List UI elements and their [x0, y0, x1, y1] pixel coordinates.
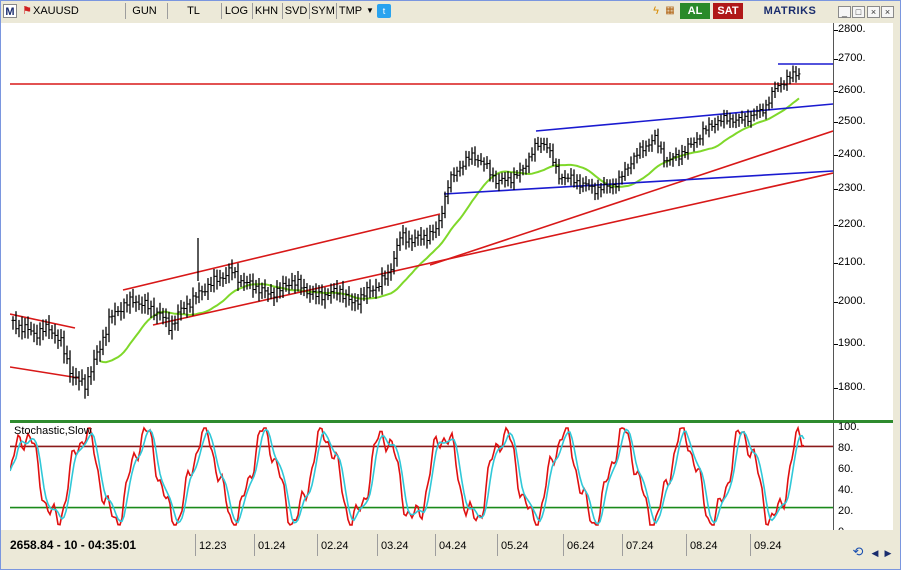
- time-axis-label: 06.24: [567, 540, 595, 552]
- price-axis-label: 2000.: [838, 295, 866, 307]
- dropdown-icon[interactable]: ▼: [366, 6, 374, 15]
- stochastic-axis[interactable]: 100.80.60.40.20.0.: [833, 421, 894, 538]
- time-axis-divider: [254, 534, 255, 556]
- tmp-button[interactable]: TMP: [336, 3, 364, 19]
- toolbar: M ⚑ XAUUSD GUN TL LOG KHN SVD SYM TMP ▼ …: [1, 1, 900, 24]
- brand-logo: MATRIKS: [763, 5, 817, 17]
- time-axis-label: 08.24: [690, 540, 718, 552]
- time-axis-label: 03.24: [381, 540, 409, 552]
- price-axis[interactable]: 2800. 2700. 2600. 2500. 2400. 2300. 2200. 2100.…: [833, 23, 894, 420]
- time-axis-label: 02.24: [321, 540, 349, 552]
- price-readout: 2658.84 - 10 - 04:35:01: [10, 538, 137, 552]
- price-axis-label: 1900.: [838, 337, 866, 349]
- flag-icon[interactable]: ⚑: [22, 5, 32, 17]
- price-tick: [834, 225, 838, 226]
- trend-line-blue: [443, 170, 833, 195]
- time-axis-divider: [497, 534, 498, 556]
- stochastic-axis-label: 60.: [838, 463, 854, 475]
- time-axis-divider: [317, 534, 318, 556]
- price-tick: [834, 302, 838, 303]
- app-icon[interactable]: M: [3, 4, 17, 18]
- stochastic-title: Stochastic,Slow: [14, 425, 92, 437]
- time-axis-label: 01.24: [258, 540, 286, 552]
- price-tick: [834, 91, 838, 92]
- close-icon[interactable]: ×: [881, 6, 894, 18]
- price-axis-label: 2600.: [838, 84, 866, 96]
- price-bars: [11, 65, 801, 399]
- time-axis-label: 07.24: [626, 540, 654, 552]
- trend-line-red: [152, 172, 833, 326]
- time-axis-label: 04.24: [439, 540, 467, 552]
- stochastic-axis-label: 40.: [838, 484, 854, 496]
- price-chart[interactable]: [10, 23, 833, 420]
- time-axis-label: 12.23: [199, 540, 227, 552]
- khn-button[interactable]: KHN: [252, 3, 280, 19]
- trend-line-blue: [535, 103, 833, 132]
- time-axis-label: 09.24: [754, 540, 782, 552]
- stochastic-k-line: [10, 425, 805, 526]
- stochastic-panel[interactable]: Stochastic,Slow: [10, 423, 833, 530]
- time-axis-divider: [750, 534, 751, 556]
- minimize-icon[interactable]: _: [838, 6, 851, 18]
- time-axis-divider: [563, 534, 564, 556]
- price-chart-svg: [10, 63, 833, 399]
- time-axis-divider: [435, 534, 436, 556]
- time-axis-divider: [195, 534, 196, 556]
- price-tick: [834, 263, 838, 264]
- price-axis-label: 1800.: [838, 381, 866, 393]
- stochastic-axis-label: 20.: [838, 505, 854, 517]
- trend-line-red: [429, 130, 833, 266]
- trend-line-red: [10, 366, 80, 379]
- time-axis-divider: [622, 534, 623, 556]
- tl-button[interactable]: TL: [167, 3, 219, 19]
- stochastic-axis-label: 80.: [838, 442, 854, 454]
- gun-button[interactable]: GUN: [125, 3, 163, 19]
- scroll-left-icon[interactable]: ◀: [871, 548, 879, 558]
- svd-button[interactable]: SVD: [282, 3, 309, 19]
- price-axis-label: 2100.: [838, 256, 866, 268]
- price-tick: [834, 30, 838, 31]
- price-axis-label: 2200.: [838, 218, 866, 230]
- time-axis-label: 05.24: [501, 540, 529, 552]
- maximize-icon[interactable]: □: [852, 6, 865, 18]
- price-tick: [834, 155, 838, 156]
- time-axis-divider: [377, 534, 378, 556]
- trend-line-red: [122, 213, 441, 291]
- price-axis-label: 2300.: [838, 182, 866, 194]
- price-axis-label: 2800.: [838, 23, 866, 35]
- calendar-icon[interactable]: ▦: [665, 5, 675, 16]
- stochastic-axis-label: 100.: [838, 421, 860, 433]
- price-tick: [834, 344, 838, 345]
- stochastic-svg: [10, 425, 833, 526]
- log-button[interactable]: LOG: [221, 3, 251, 19]
- scroll-right-icon[interactable]: ▶: [884, 548, 892, 558]
- pane-separator[interactable]: [10, 420, 893, 423]
- symbol-field[interactable]: XAUUSD: [33, 5, 79, 17]
- sym-button[interactable]: SYM: [309, 3, 336, 19]
- price-axis-label: 2400.: [838, 148, 866, 160]
- right-gap: [893, 23, 900, 530]
- close-icon[interactable]: ×: [867, 6, 880, 18]
- lightning-icon[interactable]: ϟ: [653, 5, 659, 17]
- twitter-icon[interactable]: t: [377, 4, 391, 18]
- time-axis-divider: [686, 534, 687, 556]
- buy-button[interactable]: AL: [680, 3, 710, 19]
- price-tick: [834, 388, 838, 389]
- stochastic-d-line: [10, 428, 805, 525]
- price-axis-label: 2500.: [838, 115, 866, 127]
- price-tick: [834, 189, 838, 190]
- price-tick: [834, 122, 838, 123]
- price-axis-label: 2700.: [838, 52, 866, 64]
- status-bar: 2658.84 - 10 - 04:35:01 12.23 01.24 02.24 0…: [1, 530, 900, 569]
- price-tick: [834, 59, 838, 60]
- sell-button[interactable]: SAT: [713, 3, 743, 19]
- refresh-icon[interactable]: ⟲: [852, 544, 864, 559]
